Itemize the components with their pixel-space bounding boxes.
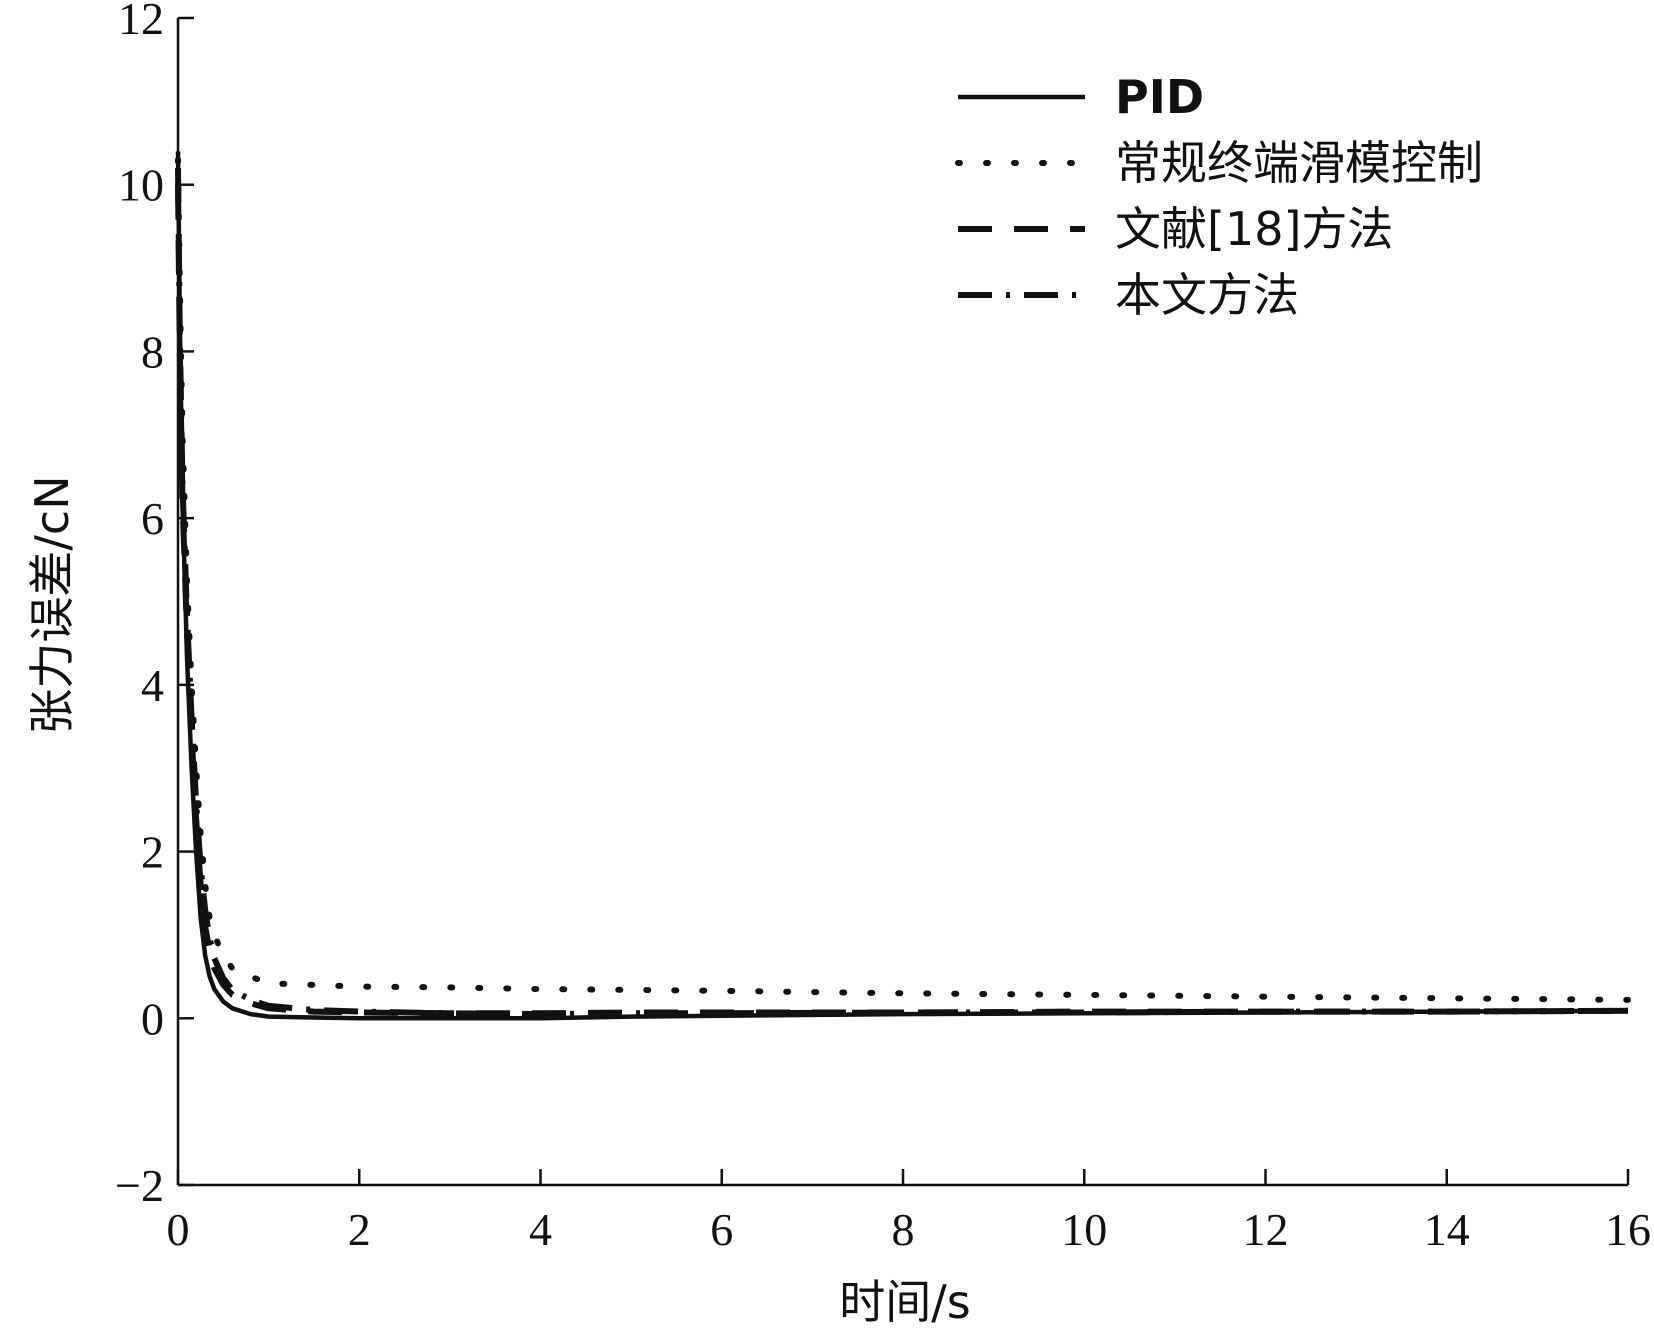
x-tick-label: 14 bbox=[1424, 1204, 1470, 1255]
y-tick-label: 10 bbox=[118, 160, 164, 211]
series-line-2 bbox=[175, 156, 1631, 1003]
x-tick-label: 6 bbox=[710, 1204, 733, 1255]
series-line-4 bbox=[175, 167, 1629, 1018]
legend-label-1: PID bbox=[1115, 70, 1204, 124]
legend-label-3: 文献[18]方法 bbox=[1115, 202, 1393, 256]
x-tick-label: 12 bbox=[1243, 1204, 1289, 1255]
x-tick-label: 2 bbox=[348, 1204, 371, 1255]
series-line-1 bbox=[175, 151, 1629, 1021]
y-tick-label: 2 bbox=[141, 827, 164, 878]
y-tick-label: 6 bbox=[141, 493, 164, 544]
series-lines bbox=[175, 151, 1631, 1021]
x-tick-label: 0 bbox=[167, 1204, 190, 1255]
x-axis-title: 时间/s bbox=[839, 1275, 970, 1329]
legend-label-2: 常规终端滑模控制 bbox=[1115, 136, 1483, 190]
x-tick-label: 16 bbox=[1605, 1204, 1651, 1255]
x-tick-label: 4 bbox=[529, 1204, 552, 1255]
x-tick-label: 10 bbox=[1061, 1204, 1107, 1255]
series-line-3 bbox=[175, 184, 1629, 1017]
y-tick-label: 12 bbox=[118, 0, 164, 44]
legend-label-4: 本文方法 bbox=[1115, 268, 1299, 322]
y-tick-label: 4 bbox=[141, 660, 164, 711]
y-tick-label: 8 bbox=[141, 326, 164, 377]
y-tick-label: −2 bbox=[115, 1160, 164, 1211]
y-tick-label: 0 bbox=[141, 993, 164, 1044]
x-tick-label: 8 bbox=[892, 1204, 915, 1255]
y-axis-title: 张力误差/cN bbox=[25, 475, 79, 734]
